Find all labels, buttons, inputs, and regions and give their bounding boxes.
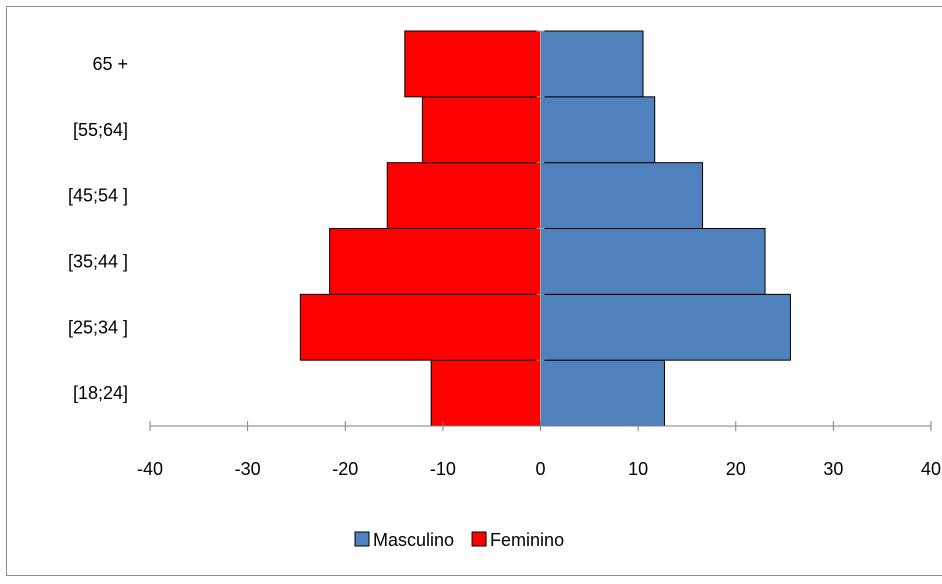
x-tick-label: 30	[823, 459, 843, 479]
legend-swatch-masculino	[354, 531, 370, 547]
x-tick-label: -40	[137, 459, 163, 479]
x-tick-label: -20	[332, 459, 358, 479]
x-tick-label: -30	[235, 459, 261, 479]
x-tick-label: -10	[430, 459, 456, 479]
category-label: [25;34 ]	[68, 317, 128, 337]
category-label: [18;24]	[73, 383, 128, 403]
category-label: [55;64]	[73, 120, 128, 140]
category-labels: [18;24] [25;34 ] [35;44 ] [45;54 ] [55;64] 65…	[68, 54, 128, 403]
bar-masculino-4	[540, 96, 656, 164]
legend: Masculino Feminino	[354, 530, 564, 550]
category-label: 65 +	[92, 54, 128, 74]
bar-feminino-2	[329, 228, 541, 295]
legend-swatch-feminino	[471, 531, 487, 547]
x-tick-label: 20	[726, 459, 746, 479]
bars-group	[299, 30, 791, 427]
legend-label-masculino: Masculino	[373, 530, 454, 550]
bar-masculino-3	[540, 162, 704, 230]
category-label: [45;54 ]	[68, 186, 128, 206]
x-tick-label: 0	[535, 459, 545, 479]
bar-masculino-2	[540, 228, 766, 295]
bar-feminino-5	[404, 30, 541, 98]
x-tick-label: 40	[921, 459, 941, 479]
bar-masculino-0	[540, 359, 665, 427]
category-label: [35;44 ]	[68, 251, 128, 271]
bar-masculino-1	[540, 293, 791, 361]
legend-label-feminino: Feminino	[490, 530, 564, 550]
bar-feminino-4	[421, 96, 541, 164]
bar-feminino-0	[430, 359, 541, 427]
bar-feminino-3	[386, 162, 542, 230]
bar-masculino-5	[540, 30, 644, 98]
x-tick-label: 10	[628, 459, 648, 479]
bar-feminino-1	[299, 293, 541, 361]
x-axis: -40 -30 -20 -10 0 10 20 30 40	[137, 30, 941, 479]
